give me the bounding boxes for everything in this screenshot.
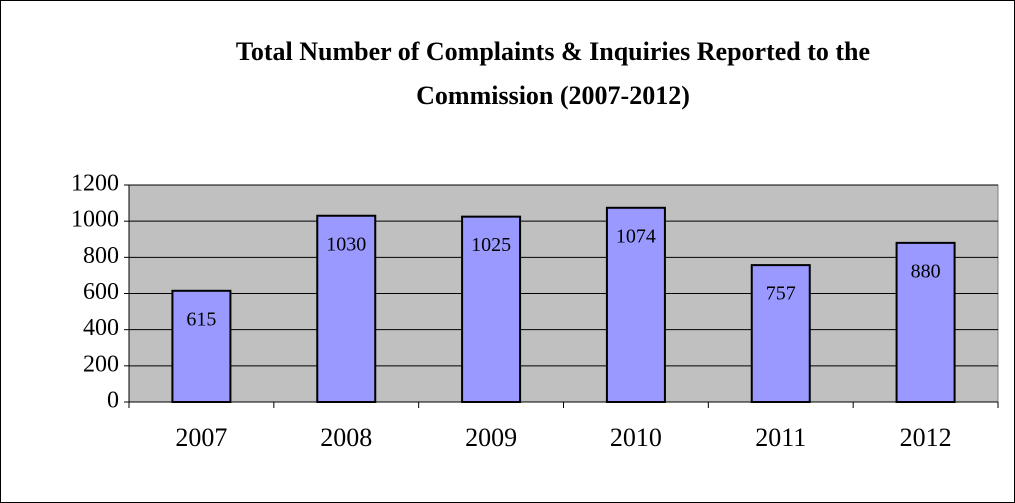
bar bbox=[461, 215, 522, 403]
chart-title: Total Number of Complaints & Inquiries R… bbox=[235, 37, 871, 110]
x-tick-label: 2007 bbox=[175, 423, 227, 452]
y-tick-label: 400 bbox=[83, 315, 119, 341]
x-tick-label: 2008 bbox=[320, 423, 372, 452]
y-tick-label: 800 bbox=[83, 243, 119, 269]
y-tick-label: 200 bbox=[83, 351, 119, 377]
y-tick-label: 0 bbox=[107, 388, 119, 414]
bar bbox=[605, 206, 666, 403]
x-tick-label: 2009 bbox=[465, 423, 517, 452]
x-tick-label: 2010 bbox=[610, 423, 662, 452]
data-label: 1025 bbox=[471, 234, 511, 256]
bar bbox=[316, 214, 377, 403]
bar bbox=[750, 264, 811, 403]
data-label: 880 bbox=[911, 260, 941, 282]
data-label: 757 bbox=[766, 283, 796, 305]
y-tick-label: 1000 bbox=[71, 207, 119, 233]
bar bbox=[171, 289, 232, 404]
bar bbox=[895, 241, 956, 403]
data-label: 615 bbox=[186, 308, 216, 330]
data-label: 1074 bbox=[616, 225, 656, 247]
y-tick-label: 1200 bbox=[71, 171, 119, 197]
x-tick-label: 2012 bbox=[900, 423, 952, 452]
y-tick-label: 600 bbox=[83, 279, 119, 305]
data-label: 1030 bbox=[326, 233, 366, 255]
x-tick-label: 2011 bbox=[755, 423, 806, 452]
